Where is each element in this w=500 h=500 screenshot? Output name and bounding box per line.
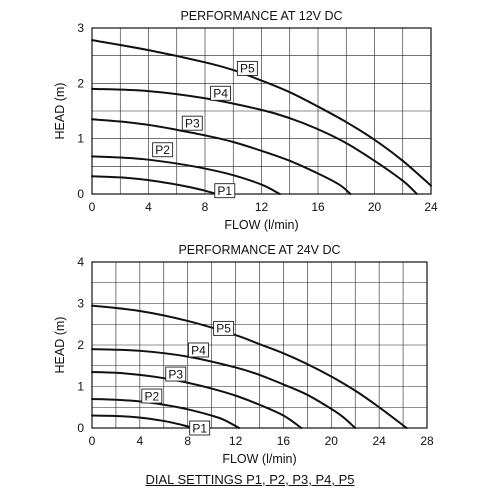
chart-title: PERFORMANCE AT 24V DC	[178, 243, 340, 257]
series-tag-label: P3	[185, 116, 200, 130]
y-tick-label: 0	[77, 187, 84, 201]
series-tag-box	[141, 388, 163, 404]
x-tick-label: 28	[420, 434, 434, 448]
y-axis-label: HEAD (m)	[53, 83, 67, 140]
y-tick-label: 2	[77, 338, 84, 352]
x-tick-label: 20	[368, 200, 382, 214]
series-tag-box	[214, 183, 236, 199]
x-tick-label: 12	[229, 434, 243, 448]
series-line-p3	[91, 118, 352, 195]
series-line-p1	[91, 414, 196, 429]
series-tag-p4: P4	[210, 85, 231, 101]
series-tag-box	[188, 342, 209, 358]
x-tick-label: 4	[145, 200, 152, 214]
y-axis-label: HEAD (m)	[53, 317, 67, 374]
series-line-p2	[91, 397, 241, 429]
series-tag-p1: P1	[214, 183, 236, 199]
series-tag-label: P2	[144, 389, 159, 403]
plot-frame	[91, 27, 432, 195]
x-tick-label: 16	[311, 200, 325, 214]
series-line-p5	[91, 304, 408, 429]
chart-2: PERFORMANCE AT 24V DC0 4 8 12 16 20 24 2801234F…	[53, 243, 434, 466]
x-tick-label: 0	[89, 200, 96, 214]
series-tag-box	[210, 85, 231, 101]
series-tag-label: P1	[217, 184, 232, 198]
series-line-p1	[91, 175, 218, 195]
series-tag-label: P1	[192, 421, 207, 435]
dial-settings-note: DIAL SETTINGS P1, P2, P3, P4, P5	[145, 472, 355, 487]
x-tick-label: 4	[137, 434, 144, 448]
chart-1: PERFORMANCE AT 12V DC0 4 8 12 16 20 240123FLOW…	[53, 9, 438, 232]
series-line-p4	[91, 348, 357, 429]
series-tag-label: P3	[168, 367, 183, 381]
series-tag-box	[236, 60, 258, 76]
x-axis-label: FLOW (l/min)	[222, 452, 296, 466]
x-tick-label: 8	[184, 434, 191, 448]
y-tick-label: 4	[77, 255, 84, 269]
x-axis-label: FLOW (l/min)	[224, 218, 298, 232]
series-tag-box	[152, 142, 174, 158]
series-line-p5	[91, 39, 432, 187]
series-tag-p1: P1	[189, 420, 211, 436]
series-line-p3	[91, 370, 303, 429]
x-tick-label: 12	[255, 200, 269, 214]
series-tag-label: P5	[240, 62, 255, 76]
series-tag-label: P2	[155, 143, 170, 157]
y-tick-label: 3	[77, 297, 84, 311]
y-tick-label: 0	[77, 421, 84, 435]
series-tag-box	[165, 366, 187, 382]
y-tick-label: 3	[77, 21, 84, 35]
chart-title: PERFORMANCE AT 12V DC	[180, 9, 342, 23]
y-tick-label: 1	[77, 132, 84, 146]
series-tag-label: P4	[191, 343, 206, 357]
y-tick-label: 2	[77, 76, 84, 90]
x-tick-label: 16	[277, 434, 291, 448]
series-line-p2	[91, 155, 281, 195]
series-tag-label: P4	[213, 87, 228, 101]
series-line-p4	[91, 87, 418, 195]
series-tag-p3: P3	[165, 366, 187, 382]
x-tick-label: 0	[89, 434, 96, 448]
series-tag-p5: P5	[236, 60, 258, 76]
series-tag-p4: P4	[188, 342, 209, 358]
series-tag-label: P5	[216, 322, 231, 336]
plot-frame	[91, 261, 428, 429]
series-tag-p3: P3	[181, 115, 203, 131]
x-tick-label: 24	[424, 200, 438, 214]
series-tag-box	[189, 420, 211, 436]
series-tag-p5: P5	[213, 320, 235, 336]
x-tick-label: 24	[372, 434, 386, 448]
x-tick-label: 8	[202, 200, 209, 214]
x-tick-label: 20	[325, 434, 339, 448]
series-tag-p2: P2	[141, 388, 163, 404]
series-tag-box	[181, 115, 203, 131]
series-tag-p2: P2	[152, 142, 174, 158]
series-tag-box	[213, 320, 235, 336]
y-tick-label: 1	[77, 380, 84, 394]
